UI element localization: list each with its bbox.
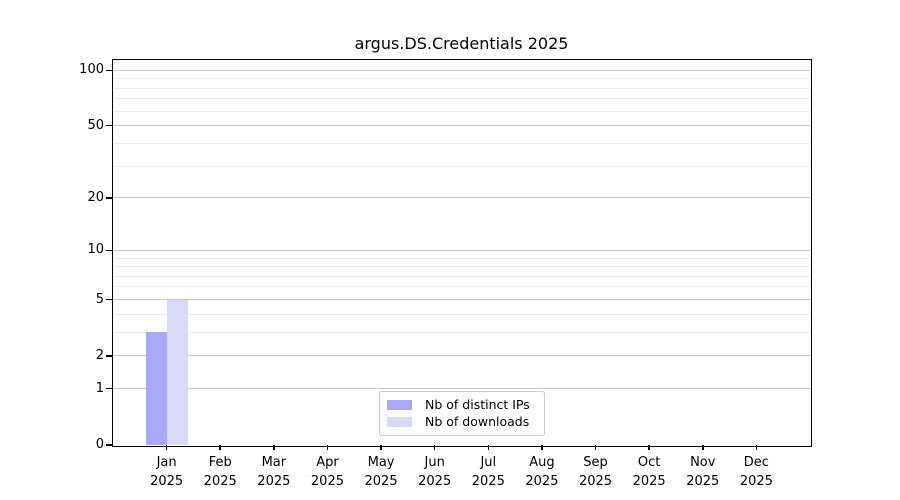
legend: Nb of distinct IPs Nb of downloads <box>379 391 545 436</box>
gridline-major <box>113 355 810 357</box>
y-tick-label: 1 <box>95 380 104 396</box>
gridline-major <box>113 197 810 199</box>
gridline-major <box>113 299 810 300</box>
x-tick <box>273 445 275 450</box>
x-tick-label-dec: Dec 2025 <box>739 455 773 489</box>
x-tick-label-oct: Oct 2025 <box>632 455 666 489</box>
x-tick-label-may: May 2025 <box>364 455 398 489</box>
plot-area <box>113 60 810 445</box>
y-tick-label: 20 <box>87 189 104 205</box>
gridline-minor <box>113 266 810 268</box>
gridline-minor <box>113 331 810 333</box>
x-tick <box>219 445 221 450</box>
legend-swatch-downloads-icon <box>387 417 412 427</box>
y-tick <box>106 69 113 71</box>
plot-border <box>111 58 812 447</box>
bar-nb-of-downloads <box>166 299 188 445</box>
gridline-minor <box>113 98 810 100</box>
y-tick-label: 5 <box>95 291 104 307</box>
y-tick-label: 0 <box>95 437 104 452</box>
y-tick <box>106 197 113 199</box>
gridline-minor <box>113 142 810 144</box>
y-tick <box>106 355 113 357</box>
bar-nb-of-distinct-ips <box>145 332 167 445</box>
x-tick <box>326 445 329 450</box>
gridline-minor <box>113 257 810 259</box>
gridline-minor <box>113 110 810 112</box>
x-tick <box>165 445 168 450</box>
gridline-minor <box>113 165 810 167</box>
x-tick-label-mar: Mar 2025 <box>257 455 291 489</box>
legend-label-distinct-ips: Nb of distinct IPs <box>425 397 530 412</box>
x-tick <box>755 445 758 450</box>
legend-item-distinct-ips: Nb of distinct IPs <box>387 397 536 413</box>
chart-title: argus.DS.Credentials 2025 <box>354 34 569 53</box>
gridline-major <box>113 125 810 127</box>
x-tick <box>541 445 543 450</box>
y-tick-label: 10 <box>87 242 104 258</box>
y-tick-label: 100 <box>79 62 104 78</box>
x-tick <box>487 445 490 450</box>
y-tick <box>106 124 113 127</box>
x-tick <box>594 445 597 450</box>
x-tick <box>433 445 436 450</box>
gridline-major <box>113 69 810 71</box>
y-tick-label: 2 <box>95 347 104 363</box>
gridline-minor <box>113 275 810 277</box>
gridline-minor <box>113 87 810 89</box>
legend-swatch-distinct-ips-icon <box>387 400 412 410</box>
y-tick <box>106 249 113 252</box>
x-tick-label-feb: Feb 2025 <box>203 455 237 489</box>
x-tick-label-aug: Aug 2025 <box>525 455 559 489</box>
x-tick-label-jun: Jun 2025 <box>418 455 452 489</box>
x-tick <box>648 445 650 450</box>
x-tick-label-jan: Jan 2025 <box>150 455 184 489</box>
x-tick <box>380 445 382 450</box>
y-tick <box>106 298 113 301</box>
gridline-minor <box>113 286 810 288</box>
x-tick-label-sep: Sep 2025 <box>578 455 613 489</box>
x-tick <box>702 445 704 450</box>
y-tick-label: 50 <box>87 117 104 133</box>
legend-item-downloads: Nb of downloads <box>387 414 536 430</box>
gridline-major <box>113 388 810 390</box>
y-tick <box>106 387 113 390</box>
x-tick-label-apr: Apr 2025 <box>310 455 344 489</box>
gridline-minor <box>113 313 810 315</box>
legend-label-downloads: Nb of downloads <box>425 414 530 429</box>
y-tick <box>106 444 113 446</box>
x-tick-label-jul: Jul 2025 <box>471 455 505 489</box>
gridline-major <box>113 249 810 251</box>
gridline-minor <box>113 78 810 80</box>
x-tick-label-nov: Nov 2025 <box>686 455 720 489</box>
